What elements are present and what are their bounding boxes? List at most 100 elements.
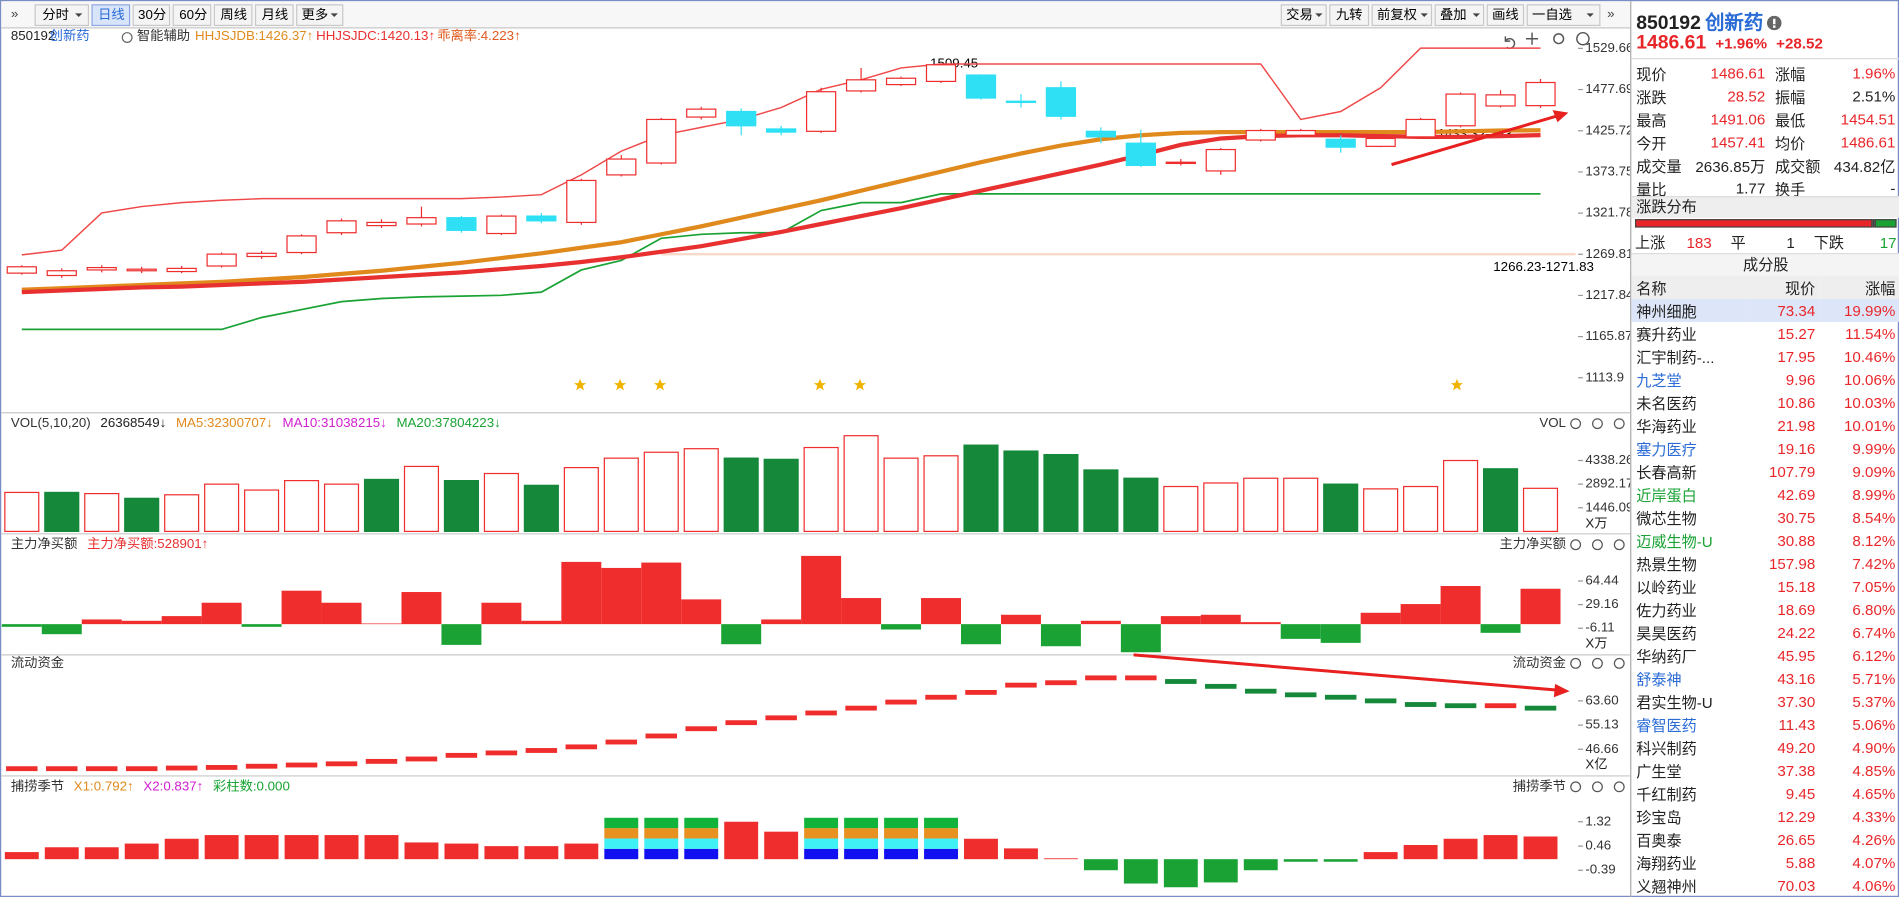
component-row[interactable]: 广生堂 37.38 4.85%: [1631, 759, 1899, 782]
component-row[interactable]: 赛升药业 15.27 11.54%: [1631, 322, 1899, 345]
y-tick-label: 0.46: [1585, 838, 1611, 853]
assist-icon[interactable]: [121, 32, 133, 43]
stock-name[interactable]: 创新药: [1705, 13, 1764, 34]
panel-icon[interactable]: [1591, 539, 1603, 551]
component-row[interactable]: 神州细胞 73.34 19.99%: [1631, 298, 1899, 322]
button-label[interactable]: 前复权: [1377, 6, 1417, 22]
panel-icon[interactable]: [1613, 657, 1625, 669]
component-row[interactable]: 海翔药业 5.88 4.07%: [1631, 851, 1899, 874]
flow-dash: [805, 710, 837, 716]
button[interactable]: [254, 4, 294, 27]
volume-bar: [483, 472, 519, 533]
button[interactable]: [1486, 4, 1525, 27]
button-label[interactable]: 分时: [42, 7, 69, 22]
button[interactable]: [296, 4, 344, 27]
component-row[interactable]: 长春高新 107.79 9.09%: [1631, 460, 1899, 483]
dist-title: 涨跌分布: [1636, 198, 1697, 216]
button-label[interactable]: 周线: [220, 7, 247, 22]
component-row[interactable]: 义翘神州 70.03 4.06%: [1631, 874, 1899, 897]
component-row[interactable]: 以岭药业 15.18 7.05%: [1631, 575, 1899, 598]
component-row[interactable]: 千红制药 9.45 4.65%: [1631, 782, 1899, 805]
button[interactable]: [1280, 4, 1327, 27]
quote-label: 最高: [1636, 112, 1667, 130]
button-label[interactable]: 30分: [138, 7, 166, 22]
button-label[interactable]: 九转: [1336, 7, 1363, 22]
button[interactable]: [1434, 4, 1485, 27]
flow-dash: [1324, 694, 1357, 700]
button[interactable]: [132, 4, 171, 27]
button[interactable]: [172, 4, 212, 27]
flow-dash: [1045, 680, 1077, 686]
refresh-icon[interactable]: [1504, 36, 1516, 50]
component-row[interactable]: 君实生物-U 37.30 5.37%: [1631, 690, 1899, 713]
component-row[interactable]: 微芯生物 30.75 8.54%: [1631, 506, 1899, 529]
panel-icon[interactable]: [1570, 418, 1582, 430]
volume-bar: [963, 444, 999, 533]
season-bar-band: [644, 848, 679, 860]
dist-header: 涨跌分布: [1631, 196, 1899, 218]
component-row[interactable]: 近岸蛋白 42.69 8.99%: [1631, 483, 1899, 506]
component-row[interactable]: 迈威生物-U 30.88 8.12%: [1631, 529, 1899, 552]
component-row[interactable]: 睿智医药 11.43 5.06%: [1631, 713, 1899, 736]
help-icon[interactable]: [1576, 31, 1590, 46]
component-row[interactable]: 舒泰神 43.16 5.71%: [1631, 667, 1899, 690]
component-row[interactable]: 百奥泰 26.65 4.26%: [1631, 828, 1899, 851]
panel-icon[interactable]: [1591, 657, 1603, 669]
collapse-icon[interactable]: »: [11, 6, 18, 21]
y-tick-label: 29.16: [1585, 596, 1618, 611]
button[interactable]: [1329, 4, 1370, 27]
expand-icon[interactable]: »: [1607, 6, 1614, 21]
add-icon[interactable]: [1525, 32, 1539, 45]
panel-icon[interactable]: [1570, 657, 1582, 669]
panel-icon[interactable]: [1613, 781, 1625, 793]
panel-icon[interactable]: [1613, 418, 1625, 430]
panel-icon[interactable]: [1591, 418, 1603, 430]
button-label[interactable]: 60分: [179, 7, 207, 22]
info-icon[interactable]: [1767, 15, 1782, 31]
quote-value: 28.52: [1727, 87, 1766, 105]
button-label[interactable]: 更多: [302, 6, 329, 22]
component-row[interactable]: 塞力医疗 19.16 9.99%: [1631, 437, 1899, 460]
season-bar: [324, 835, 359, 860]
candle-body: [1445, 93, 1476, 127]
season-bar: [44, 847, 79, 860]
season-bar: [364, 835, 399, 860]
button-active[interactable]: [91, 4, 131, 27]
candle-body: [366, 221, 397, 227]
button-label[interactable]: 叠加: [1440, 7, 1467, 22]
button-label[interactable]: 画线: [1492, 7, 1519, 22]
component-row[interactable]: 华纳药厂 45.95 6.12%: [1631, 644, 1899, 667]
button[interactable]: [213, 4, 253, 27]
candle-body: [326, 220, 357, 234]
button-label[interactable]: 交易: [1286, 6, 1313, 22]
component-row[interactable]: 华海药业 21.98 10.01%: [1631, 414, 1899, 437]
legend-text: MA10:31038215↓: [283, 415, 387, 430]
panel-icon[interactable]: [1570, 781, 1582, 793]
component-price: 24.22: [1777, 624, 1816, 641]
settings-icon[interactable]: [1553, 33, 1565, 45]
button-label[interactable]: 月线: [262, 7, 289, 22]
season-bar-band: [844, 828, 879, 839]
panel-icon[interactable]: [1570, 539, 1582, 551]
button[interactable]: [34, 4, 90, 27]
component-row[interactable]: 九芝堂 9.96 10.06%: [1631, 368, 1899, 391]
component-row[interactable]: 热景生物 157.98 7.42%: [1631, 552, 1899, 575]
button-label[interactable]: 一自选: [1532, 7, 1572, 22]
component-row[interactable]: 未名医药 10.86 10.03%: [1631, 391, 1899, 414]
panel-icon[interactable]: [1613, 539, 1625, 551]
component-row[interactable]: 珍宝岛 12.29 4.33%: [1631, 805, 1899, 828]
component-price: 26.65: [1777, 831, 1816, 848]
net-bar: [1400, 604, 1441, 625]
button-label[interactable]: 日线: [98, 7, 125, 22]
button[interactable]: [1526, 4, 1601, 27]
component-price: 11.43: [1778, 716, 1816, 733]
legend-text: 创新药: [50, 28, 90, 43]
net-bar: [1240, 622, 1281, 625]
component-row[interactable]: 科兴制药 49.20 4.90%: [1631, 736, 1899, 759]
button[interactable]: [1371, 4, 1433, 27]
net-bar: [41, 624, 82, 635]
component-row[interactable]: 昊昊医药 24.22 6.74%: [1631, 621, 1899, 644]
component-row[interactable]: 汇宇制药-... 17.95 10.46%: [1631, 345, 1899, 368]
panel-icon[interactable]: [1591, 781, 1603, 793]
component-row[interactable]: 佐力药业 18.69 6.80%: [1631, 598, 1899, 621]
